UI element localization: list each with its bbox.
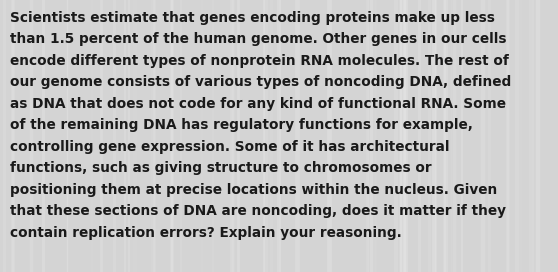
Text: of the remaining DNA has regulatory functions for example,: of the remaining DNA has regulatory func… (10, 118, 473, 132)
Text: our genome consists of various types of noncoding DNA, defined: our genome consists of various types of … (10, 75, 511, 89)
Text: controlling gene expression. Some of it has architectural: controlling gene expression. Some of it … (10, 140, 450, 154)
Text: functions, such as giving structure to chromosomes or: functions, such as giving structure to c… (10, 161, 432, 175)
Text: Scientists estimate that genes encoding proteins make up less: Scientists estimate that genes encoding … (10, 11, 495, 25)
Text: contain replication errors? Explain your reasoning.: contain replication errors? Explain your… (10, 226, 402, 240)
Text: encode different types of nonprotein RNA molecules. The rest of: encode different types of nonprotein RNA… (10, 54, 509, 68)
Text: that these sections of DNA are noncoding, does it matter if they: that these sections of DNA are noncoding… (10, 204, 506, 218)
Text: as DNA that does not code for any kind of functional RNA. Some: as DNA that does not code for any kind o… (10, 97, 506, 111)
Text: than 1.5 percent of the human genome. Other genes in our cells: than 1.5 percent of the human genome. Ot… (10, 32, 507, 47)
Text: positioning them at precise locations within the nucleus. Given: positioning them at precise locations wi… (10, 183, 497, 197)
